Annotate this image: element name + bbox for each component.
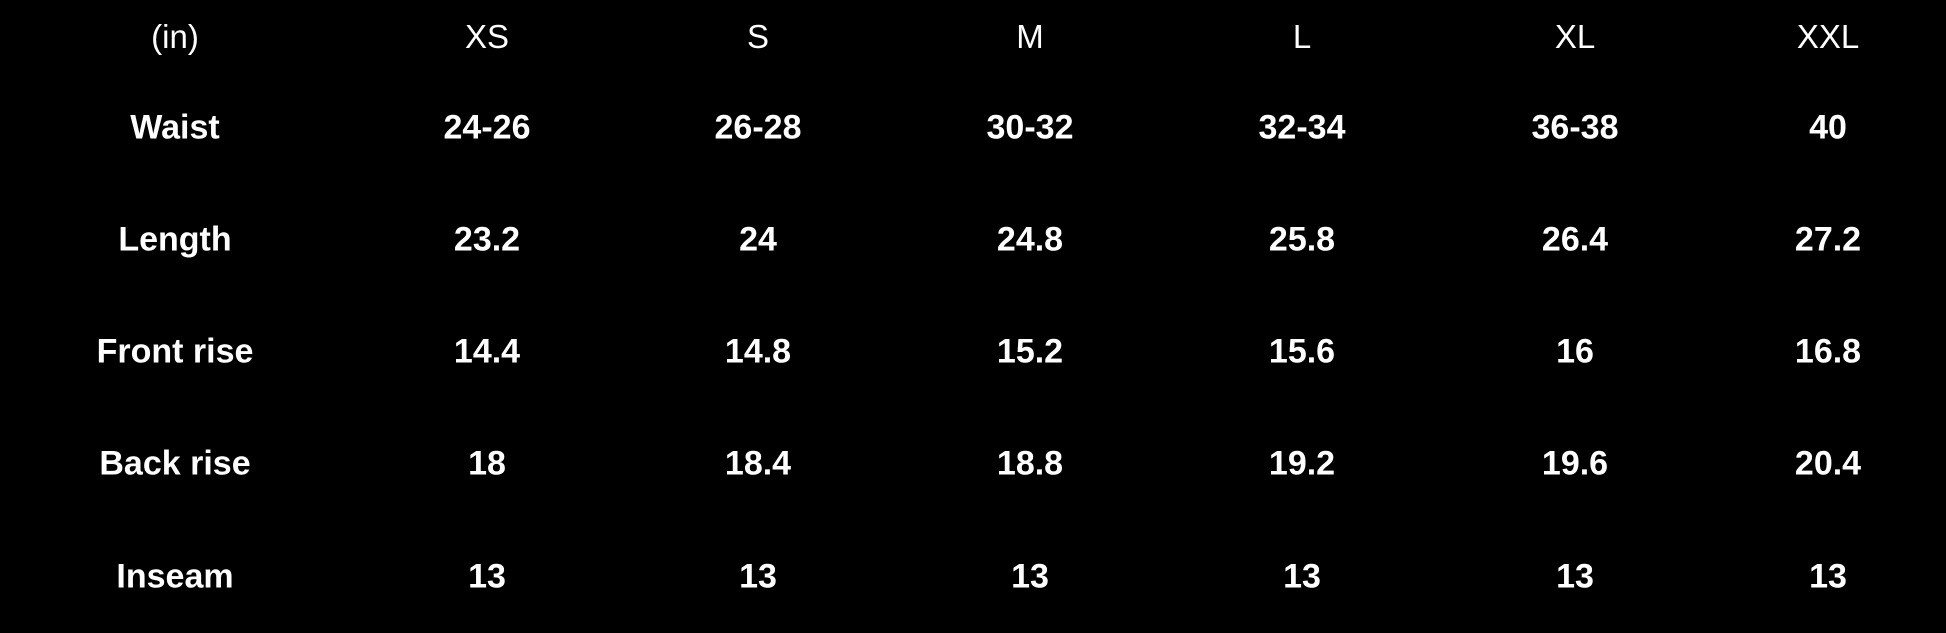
measurement-cell: 20.4 [1794,444,1862,483]
row-label: Back rise [99,444,251,483]
measurement-cell: 32-34 [1258,108,1346,147]
measurement-cell: 26.4 [1541,220,1609,259]
measurement-cell: 30-32 [986,108,1074,147]
measurement-cell: 18 [468,444,506,483]
row-label: Front rise [96,332,254,371]
size-header: M [1016,18,1044,55]
measurement-cell: 27.2 [1794,220,1862,259]
row-label: Inseam [116,557,234,596]
measurement-cell: 13 [1011,557,1049,596]
measurement-cell: 16.8 [1794,332,1862,371]
measurement-cell: 26-28 [714,108,802,147]
unit-label: (in) [151,18,199,55]
measurement-cell: 19.6 [1541,444,1609,483]
measurement-cell: 15.2 [996,332,1064,371]
measurement-cell: 24 [739,220,777,259]
measurement-cell: 13 [468,557,506,596]
measurement-cell: 14.4 [453,332,521,371]
measurement-cell: 15.6 [1268,332,1336,371]
measurement-cell: 13 [1809,557,1847,596]
measurement-cell: 14.8 [724,332,792,371]
measurement-cell: 18.4 [724,444,792,483]
size-header: L [1292,18,1312,55]
row-label: Waist [130,108,220,147]
size-header: XS [464,18,510,55]
measurement-cell: 16 [1556,332,1594,371]
size-header: XL [1554,18,1596,55]
measurement-cell: 25.8 [1268,220,1336,259]
measurement-cell: 13 [739,557,777,596]
measurement-cell: 23.2 [453,220,521,259]
row-label: Length [118,220,232,259]
measurement-cell: 24-26 [443,108,531,147]
measurement-cell: 18.8 [996,444,1064,483]
measurement-cell: 36-38 [1531,108,1619,147]
measurement-cell: 24.8 [996,220,1064,259]
size-header: S [746,18,770,55]
measurement-cell: 40 [1809,108,1847,147]
measurement-cell: 19.2 [1268,444,1336,483]
size-header: XXL [1796,18,1860,55]
measurement-cell: 13 [1283,557,1321,596]
measurement-cell: 13 [1556,557,1594,596]
